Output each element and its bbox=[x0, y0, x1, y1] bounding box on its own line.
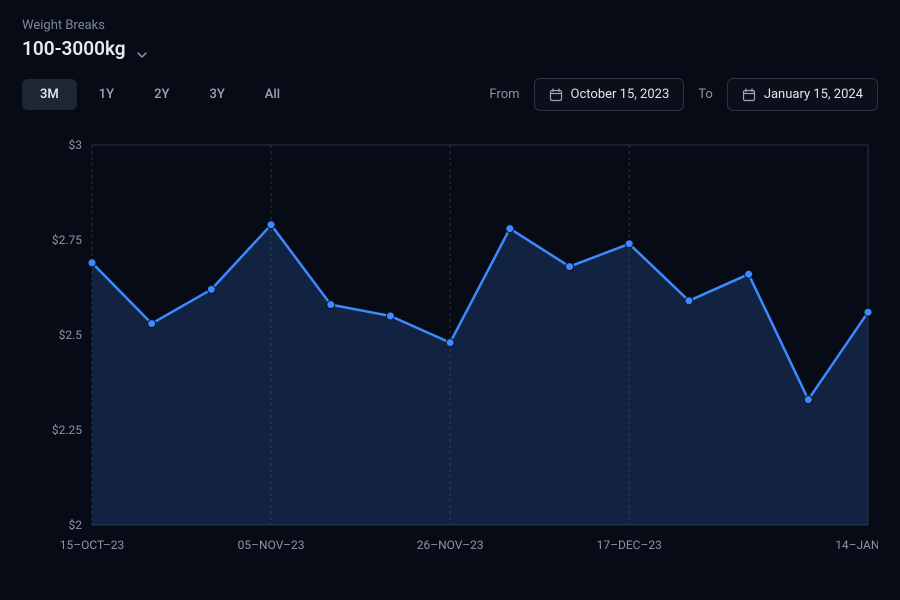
weight-breaks-selector[interactable]: 100-3000kg bbox=[22, 37, 148, 60]
range-tabs: 3M1Y2Y3YAll bbox=[22, 79, 298, 110]
svg-text:$2: $2 bbox=[69, 518, 83, 532]
range-tab-1y[interactable]: 1Y bbox=[81, 79, 132, 110]
svg-text:05–NOV–23: 05–NOV–23 bbox=[238, 538, 305, 552]
svg-text:26–NOV–23: 26–NOV–23 bbox=[417, 538, 484, 552]
from-date-value: October 15, 2023 bbox=[571, 87, 670, 102]
calendar-icon bbox=[742, 88, 756, 102]
range-tab-3y[interactable]: 3Y bbox=[191, 79, 242, 110]
to-date-picker[interactable]: January 15, 2024 bbox=[727, 78, 878, 111]
price-chart: $3 $2.75 $2.5 $2.25 $2 15–OCT–23 05–NOV–23 26–N… bbox=[22, 125, 878, 565]
to-label: To bbox=[698, 87, 713, 102]
date-range-controls: From October 15, 2023 To January 15, 202… bbox=[489, 78, 878, 111]
to-date-value: January 15, 2024 bbox=[764, 87, 863, 102]
svg-text:$2.75: $2.75 bbox=[52, 233, 82, 247]
from-date-picker[interactable]: October 15, 2023 bbox=[534, 78, 685, 111]
svg-text:$3: $3 bbox=[69, 138, 83, 152]
calendar-icon bbox=[549, 88, 563, 102]
range-tab-2y[interactable]: 2Y bbox=[136, 79, 187, 110]
range-tab-all[interactable]: All bbox=[247, 79, 298, 110]
range-tab-3m[interactable]: 3M bbox=[22, 79, 77, 110]
from-label: From bbox=[489, 87, 519, 102]
svg-text:$2.5: $2.5 bbox=[59, 328, 83, 342]
chevron-down-icon bbox=[136, 43, 148, 55]
weight-breaks-value: 100-3000kg bbox=[22, 37, 126, 60]
svg-text:14–JAN–24: 14–JAN–24 bbox=[835, 538, 878, 552]
svg-text:$2.25: $2.25 bbox=[52, 423, 82, 437]
svg-text:17–DEC–23: 17–DEC–23 bbox=[597, 538, 662, 552]
weight-breaks-label: Weight Breaks bbox=[22, 18, 878, 33]
svg-text:15–OCT–23: 15–OCT–23 bbox=[60, 538, 124, 552]
